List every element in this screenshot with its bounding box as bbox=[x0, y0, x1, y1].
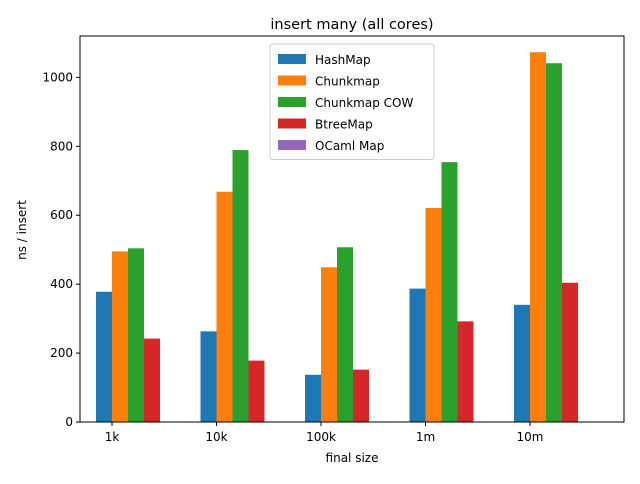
bar bbox=[562, 282, 578, 422]
x-tick-label: 1k bbox=[105, 430, 120, 444]
bar bbox=[128, 248, 144, 422]
x-axis-label: final size bbox=[326, 451, 379, 465]
bar bbox=[112, 251, 128, 422]
bar bbox=[353, 369, 369, 422]
legend-swatch bbox=[278, 75, 306, 86]
bar bbox=[409, 288, 426, 422]
bar bbox=[530, 52, 546, 422]
x-tick-label: 10k bbox=[205, 430, 227, 444]
bar bbox=[96, 291, 112, 422]
bar bbox=[425, 207, 442, 422]
bar bbox=[457, 321, 474, 422]
series-btreemap bbox=[144, 282, 578, 422]
bar bbox=[216, 191, 233, 422]
legend: HashMap Chunkmap Chunkmap COW BtreeMap OCaml… bbox=[269, 43, 435, 160]
y-tick-label: 0 bbox=[65, 415, 73, 429]
x-tick-label: 100k bbox=[306, 430, 336, 444]
y-tick-label: 1000 bbox=[42, 70, 73, 84]
legend-swatch bbox=[278, 97, 306, 107]
legend-swatch bbox=[278, 140, 306, 150]
chart-title: insert many (all cores) bbox=[270, 17, 433, 33]
y-axis-label: ns / insert bbox=[15, 200, 29, 260]
bar bbox=[200, 331, 217, 422]
legend-label: HashMap bbox=[315, 53, 371, 67]
bar bbox=[514, 304, 530, 422]
legend-label: Chunkmap bbox=[315, 75, 380, 89]
plot-frame bbox=[79, 35, 625, 423]
series-chunkmap-cow bbox=[128, 63, 562, 422]
bar bbox=[144, 338, 160, 422]
series-hashmap bbox=[96, 288, 530, 422]
legend-label: Chunkmap COW bbox=[315, 96, 413, 110]
legend-swatch bbox=[278, 54, 306, 64]
legend-box bbox=[269, 43, 435, 160]
bar bbox=[441, 162, 458, 422]
x-tick-label: 10m bbox=[517, 430, 544, 444]
y-tick-label: 200 bbox=[50, 346, 73, 360]
legend-label: OCaml Map bbox=[315, 139, 384, 153]
y-tick-label: 800 bbox=[50, 139, 73, 153]
y-tick-label: 400 bbox=[50, 277, 73, 291]
bar bbox=[546, 63, 562, 422]
bar bbox=[248, 360, 265, 422]
legend-swatch bbox=[278, 118, 306, 129]
bar bbox=[232, 150, 249, 422]
y-tick-label: 600 bbox=[50, 208, 73, 222]
axes-layer: 0 200 400 600 800 1000 1k 10k 100k 1m 10m bbox=[42, 35, 625, 444]
x-tick-label: 1m bbox=[416, 430, 435, 444]
bars-layer bbox=[96, 52, 578, 422]
bar bbox=[321, 267, 337, 422]
legend-label: BtreeMap bbox=[315, 118, 373, 132]
series-chunkmap bbox=[112, 52, 546, 422]
bar bbox=[305, 374, 321, 422]
bar bbox=[337, 247, 353, 422]
